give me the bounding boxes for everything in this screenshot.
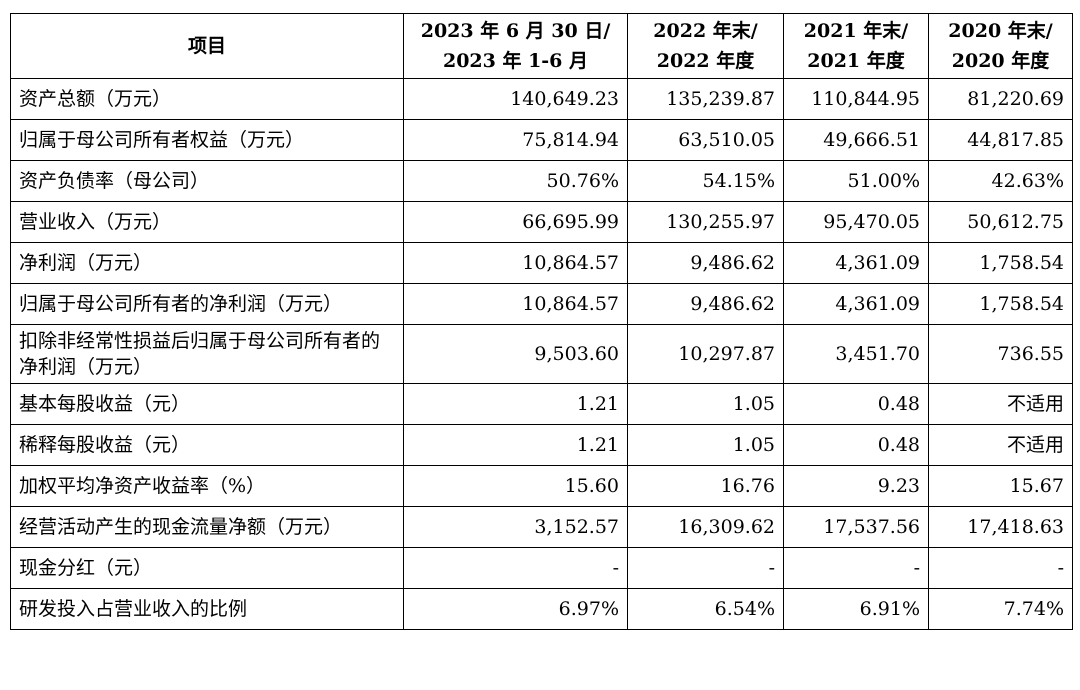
header-2021-line1: 2021 年末/ [803,20,909,42]
row-label: 扣除非经常性损益后归属于母公司所有者的净利润（万元） [10,324,404,384]
cell-value: 1.05 [627,383,784,425]
header-2020-line2: 2020 年度 [951,50,1050,72]
cell-value: 9,486.62 [627,283,784,325]
cell-value: 6.91% [783,588,929,630]
header-item: 项目 [10,13,404,79]
cell-value: - [627,547,784,589]
header-2022-line2: 2022 年度 [656,50,755,72]
cell-value: 49,666.51 [783,119,929,161]
row-label: 资产负债率（母公司） [10,160,404,202]
table-row: 稀释每股收益（元） 1.21 1.05 0.48 不适用 [10,424,1073,466]
header-2022: 2022 年末/ 2022 年度 [627,13,784,79]
table-row: 经营活动产生的现金流量净额（万元） 3,152.57 16,309.62 17,… [10,506,1073,548]
cell-value: 42.63% [928,160,1073,202]
cell-value: - [783,547,929,589]
row-label: 净利润（万元） [10,242,404,284]
table-row: 净利润（万元） 10,864.57 9,486.62 4,361.09 1,75… [10,242,1073,284]
row-label: 归属于母公司所有者权益（万元） [10,119,404,161]
table-header-row: 项目 2023 年 6 月 30 日/ 2023 年 1-6 月 2022 年末… [10,13,1073,79]
row-label: 研发投入占营业收入的比例 [10,588,404,630]
header-2021-line2: 2021 年度 [807,50,905,72]
row-label: 营业收入（万元） [10,201,404,243]
header-2021: 2021 年末/ 2021 年度 [783,13,929,79]
cell-value: 736.55 [928,324,1073,384]
cell-value: 0.48 [783,424,929,466]
table-row: 资产总额（万元） 140,649.23 135,239.87 110,844.9… [10,78,1073,120]
header-2022-line1: 2022 年末/ [653,20,758,42]
cell-value: 1,758.54 [928,283,1073,325]
cell-value: 95,470.05 [783,201,929,243]
cell-value: 9,503.60 [403,324,628,384]
cell-value: 17,418.63 [928,506,1073,548]
cell-value: 81,220.69 [928,78,1073,120]
cell-value: 3,152.57 [403,506,628,548]
cell-value: 66,695.99 [403,201,628,243]
cell-value: 不适用 [928,424,1073,466]
table-row: 资产负债率（母公司） 50.76% 54.15% 51.00% 42.63% [10,160,1073,202]
cell-value: 7.74% [928,588,1073,630]
cell-value: 63,510.05 [627,119,784,161]
header-2023h1-line2: 2023 年 1-6 月 [442,50,589,72]
cell-value: 9.23 [783,465,929,507]
cell-value: 1.05 [627,424,784,466]
cell-value: 50,612.75 [928,201,1073,243]
cell-value: 51.00% [783,160,929,202]
row-label: 现金分红（元） [10,547,404,589]
cell-value: 135,239.87 [627,78,784,120]
cell-value: 44,817.85 [928,119,1073,161]
cell-value: 0.48 [783,383,929,425]
header-2023h1-line1: 2023 年 6 月 30 日/ [420,20,611,42]
cell-value: 15.60 [403,465,628,507]
cell-value: 6.97% [403,588,628,630]
cell-value: 3,451.70 [783,324,929,384]
financial-indicators-table: 项目 2023 年 6 月 30 日/ 2023 年 1-6 月 2022 年末… [10,13,1073,630]
header-2020: 2020 年末/ 2020 年度 [928,13,1073,79]
cell-value: - [403,547,628,589]
cell-value: - [928,547,1073,589]
header-2020-line1: 2020 年末/ [948,20,1053,42]
cell-value: 1.21 [403,383,628,425]
table-row: 基本每股收益（元） 1.21 1.05 0.48 不适用 [10,383,1073,425]
table-row: 扣除非经常性损益后归属于母公司所有者的净利润（万元） 9,503.60 10,2… [10,324,1073,384]
cell-value: 4,361.09 [783,242,929,284]
cell-value: 1,758.54 [928,242,1073,284]
table-row: 营业收入（万元） 66,695.99 130,255.97 95,470.05 … [10,201,1073,243]
cell-value: 50.76% [403,160,628,202]
table-row: 归属于母公司所有者权益（万元） 75,814.94 63,510.05 49,6… [10,119,1073,161]
cell-value: 9,486.62 [627,242,784,284]
table-row: 归属于母公司所有者的净利润（万元） 10,864.57 9,486.62 4,3… [10,283,1073,325]
cell-value: 17,537.56 [783,506,929,548]
cell-value: 4,361.09 [783,283,929,325]
table-row: 加权平均净资产收益率（%） 15.60 16.76 9.23 15.67 [10,465,1073,507]
cell-value: 1.21 [403,424,628,466]
header-item-label: 项目 [187,35,226,57]
cell-value: 10,864.57 [403,283,628,325]
cell-value: 15.67 [928,465,1073,507]
cell-value: 54.15% [627,160,784,202]
cell-value: 130,255.97 [627,201,784,243]
cell-value: 110,844.95 [783,78,929,120]
row-label: 归属于母公司所有者的净利润（万元） [10,283,404,325]
cell-value: 不适用 [928,383,1073,425]
header-2023h1: 2023 年 6 月 30 日/ 2023 年 1-6 月 [403,13,628,79]
row-label: 加权平均净资产收益率（%） [10,465,404,507]
cell-value: 10,864.57 [403,242,628,284]
cell-value: 16,309.62 [627,506,784,548]
cell-value: 16.76 [627,465,784,507]
row-label: 基本每股收益（元） [10,383,404,425]
row-label: 资产总额（万元） [10,78,404,120]
cell-value: 75,814.94 [403,119,628,161]
row-label: 稀释每股收益（元） [10,424,404,466]
cell-value: 140,649.23 [403,78,628,120]
financial-table-container: 项目 2023 年 6 月 30 日/ 2023 年 1-6 月 2022 年末… [10,13,1073,630]
cell-value: 10,297.87 [627,324,784,384]
table-row: 现金分红（元） - - - - [10,547,1073,589]
cell-value: 6.54% [627,588,784,630]
row-label: 经营活动产生的现金流量净额（万元） [10,506,404,548]
table-row: 研发投入占营业收入的比例 6.97% 6.54% 6.91% 7.74% [10,588,1073,630]
